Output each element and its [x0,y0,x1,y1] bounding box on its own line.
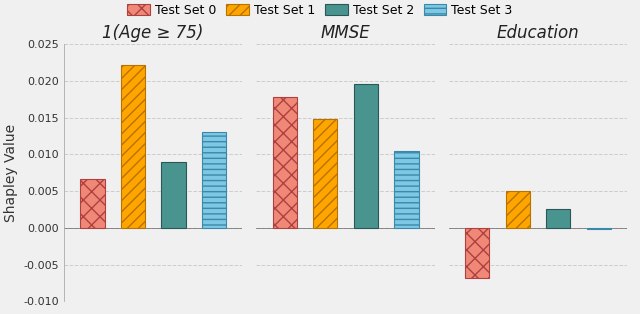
Bar [161,162,186,228]
Bar [80,179,104,228]
Bar [587,228,611,229]
Legend: Test Set 0, Test Set 1, Test Set 2, Test Set 3: Test Set 0, Test Set 1, Test Set 2, Test… [124,0,516,20]
Bar [546,209,570,228]
Title: Education: Education [497,24,579,42]
Bar [121,65,145,228]
Title: MMSE: MMSE [321,24,371,42]
Y-axis label: Shapley Value: Shapley Value [4,124,18,222]
Bar [354,84,378,228]
Bar [313,119,337,228]
Bar [202,132,226,228]
Bar [273,97,297,228]
Bar [465,228,490,278]
Title: 1(Age ≥ 75): 1(Age ≥ 75) [102,24,204,42]
Bar [394,151,419,228]
Bar [506,191,530,228]
